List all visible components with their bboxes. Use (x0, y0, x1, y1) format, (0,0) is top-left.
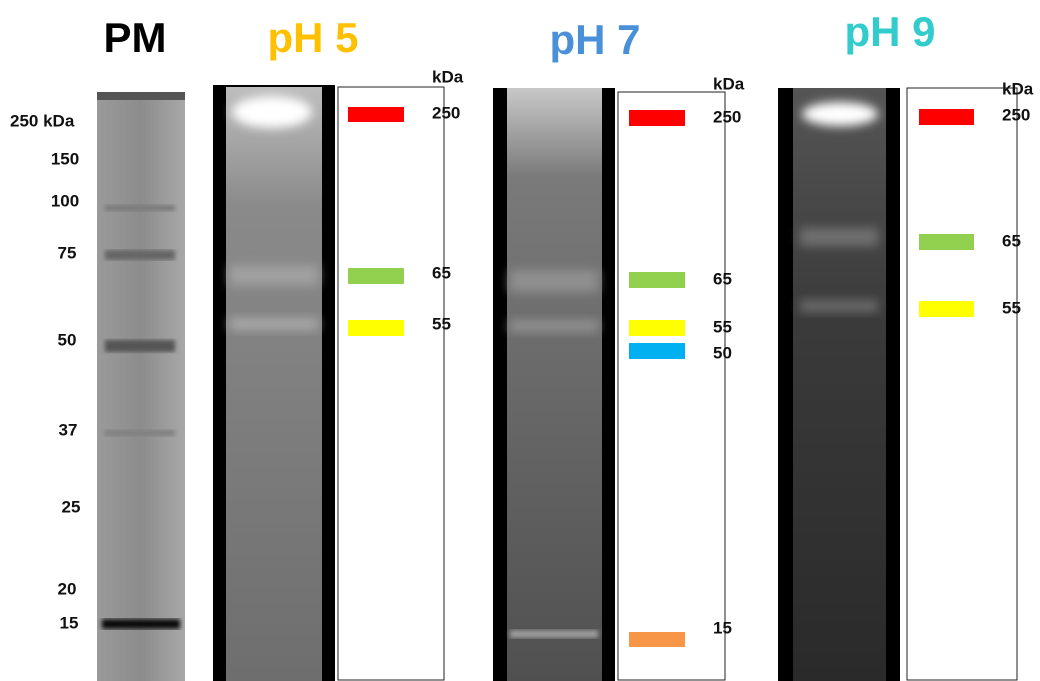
band (919, 234, 974, 250)
marker-gel (97, 92, 185, 681)
band-label: 65 (1002, 231, 1021, 250)
marker-label: 250 kDa (10, 111, 75, 130)
band-label: 250 (432, 103, 460, 122)
panel-title: pH 5 (267, 14, 358, 61)
band (629, 343, 685, 359)
band (348, 320, 404, 336)
band-panel (338, 87, 444, 680)
unit-label: kDa (1002, 79, 1034, 98)
marker-label: 100 (51, 191, 79, 210)
band-panel (618, 92, 725, 680)
marker-label: 37 (59, 420, 78, 439)
band (919, 301, 974, 317)
marker-label: 75 (58, 243, 77, 262)
figure: PM pH 5 pH 7 pH 9 250 kDa 150 100 75 50 … (0, 0, 1040, 681)
panel-title: pH 7 (549, 16, 640, 63)
marker-label: 50 (58, 330, 77, 349)
band-label: 55 (1002, 298, 1021, 317)
band (348, 107, 404, 122)
panel-title: PM (104, 14, 167, 61)
band-label: 65 (713, 269, 732, 288)
gel-ph9 (778, 88, 900, 681)
marker-label: 20 (58, 579, 77, 598)
gel-ph5 (213, 85, 335, 681)
band-label: 250 (713, 107, 741, 126)
band-label: 55 (713, 317, 732, 336)
band-label: 65 (432, 263, 451, 282)
band (348, 268, 404, 284)
marker-label: 150 (51, 149, 79, 168)
band-panel (907, 88, 1017, 680)
band (629, 320, 685, 336)
marker-label: 15 (60, 613, 79, 632)
band (919, 109, 974, 125)
band-label: 55 (432, 314, 451, 333)
band-label: 15 (713, 618, 732, 637)
panel-title: pH 9 (844, 8, 935, 55)
band (629, 272, 685, 288)
band-label: 50 (713, 343, 732, 362)
band (629, 110, 685, 126)
band (629, 632, 685, 647)
gel-ph7 (493, 88, 615, 681)
unit-label: kDa (432, 67, 464, 86)
unit-label: kDa (713, 74, 745, 93)
marker-label: 25 (62, 497, 81, 516)
band-label: 250 (1002, 105, 1030, 124)
